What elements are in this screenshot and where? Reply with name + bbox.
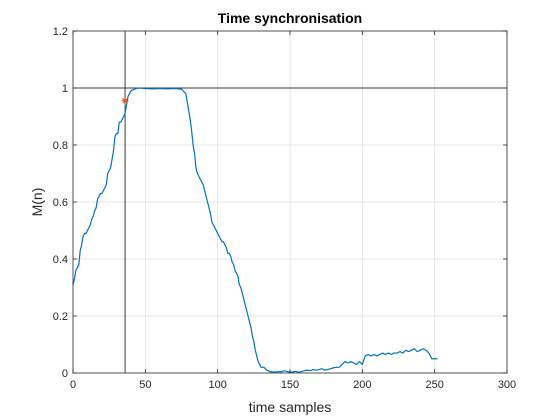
x-tick-label: 100	[208, 379, 226, 391]
series-line	[72, 87, 438, 373]
ticks: 0 50 100 150 200 250 300 0 0.2 0.4 0.6 0.8 1 1.2	[53, 26, 516, 391]
y-tick-label: 0	[62, 368, 68, 380]
asterisk-marker	[121, 97, 129, 105]
x-tick-label: 50	[139, 379, 151, 391]
x-axis-label: time samples	[249, 399, 331, 415]
y-tick-label: 0.4	[53, 254, 68, 266]
x-tick-label: 250	[425, 379, 443, 391]
x-tick-label: 0	[70, 379, 76, 391]
x-tick-label: 150	[281, 379, 299, 391]
y-tick-label: 0.6	[53, 197, 68, 209]
x-tick-label: 200	[353, 379, 371, 391]
y-tick-label: 1.2	[53, 26, 68, 38]
asterisk-stroke	[122, 98, 128, 104]
y-tick-label: 0.2	[53, 311, 68, 323]
y-axis-label: M(n)	[29, 188, 45, 217]
chart-title: Time synchronisation	[218, 10, 362, 26]
y-tick-label: 1	[62, 83, 68, 95]
markers	[121, 97, 129, 105]
y-tick-label: 0.8	[53, 140, 68, 152]
series	[72, 87, 438, 373]
x-tick-label: 300	[498, 379, 516, 391]
